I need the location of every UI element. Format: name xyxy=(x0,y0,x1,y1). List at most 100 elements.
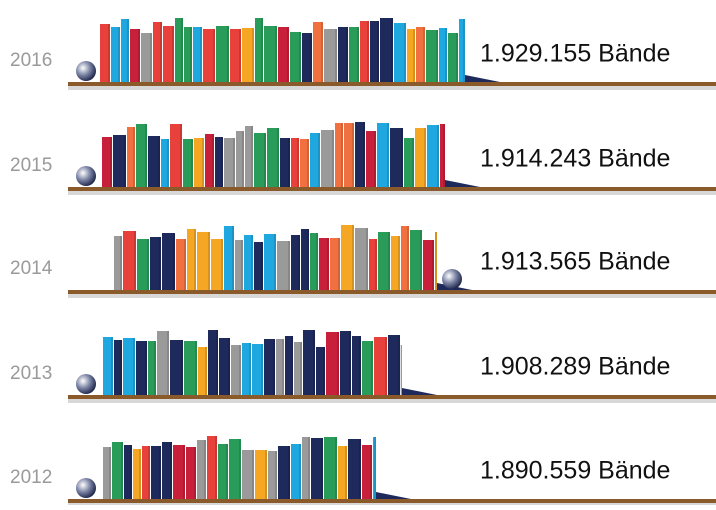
book-shade xyxy=(213,29,215,82)
book-shade xyxy=(160,22,162,82)
book-shade xyxy=(212,134,214,187)
book-shade xyxy=(363,122,365,187)
book-shade xyxy=(181,340,183,395)
book-shade xyxy=(233,138,235,187)
book-shade xyxy=(159,237,161,290)
book-shade xyxy=(401,128,403,187)
book-shade xyxy=(108,24,110,82)
shelf-board xyxy=(68,290,716,294)
book-shade xyxy=(252,28,254,82)
shelf-board xyxy=(68,499,716,503)
book-shade xyxy=(130,445,132,499)
book-shade xyxy=(288,241,290,290)
book-shade xyxy=(200,27,202,82)
book-shade xyxy=(307,229,309,290)
book-shade xyxy=(443,124,445,187)
book-shade xyxy=(388,232,390,290)
book-shade xyxy=(374,437,376,499)
book-shade xyxy=(377,21,379,82)
book-shade xyxy=(265,450,267,499)
ball xyxy=(76,166,96,186)
book-shade xyxy=(436,30,438,82)
book-shade xyxy=(300,342,302,395)
book-shade xyxy=(387,123,389,187)
book-shade xyxy=(385,337,387,395)
book-shade xyxy=(297,138,299,187)
page: {"rows": [ {"year": "2016", "volumes": "… xyxy=(0,0,716,505)
book-shade xyxy=(264,133,266,187)
book-shade xyxy=(241,240,243,290)
book-shade xyxy=(332,130,334,187)
shelf-shadow xyxy=(68,191,716,195)
book-shade xyxy=(261,242,263,290)
volume-label: 1.908.289 Bände xyxy=(480,353,670,381)
book-shade xyxy=(154,341,156,395)
book-shade xyxy=(456,33,458,82)
book-shade xyxy=(275,26,277,82)
book-shade xyxy=(437,125,439,187)
book-shade xyxy=(275,451,277,499)
book-shade xyxy=(391,18,393,82)
book-shade xyxy=(341,123,343,187)
book-shade xyxy=(127,19,129,82)
book-shade xyxy=(202,138,204,187)
year-label: 2012 xyxy=(10,467,52,488)
book-shade xyxy=(407,226,409,290)
book-shade xyxy=(183,445,185,499)
book-shade xyxy=(221,137,223,187)
book-shade xyxy=(277,128,279,187)
book-shadow xyxy=(445,180,480,187)
book-shade xyxy=(345,446,347,499)
shelf-board xyxy=(68,82,716,86)
book-shade xyxy=(190,27,192,82)
book-shade xyxy=(352,225,354,290)
book-shade xyxy=(316,233,318,290)
book-shade xyxy=(375,239,377,290)
book-shade xyxy=(109,447,111,499)
volume-label: 1.914.243 Bände xyxy=(480,145,670,173)
book-shade xyxy=(133,338,135,395)
book-shade xyxy=(366,228,368,290)
book-shade xyxy=(118,27,120,82)
ball xyxy=(76,478,96,498)
book-shade xyxy=(370,445,372,499)
book-shade xyxy=(335,29,337,82)
book-shade xyxy=(167,139,169,187)
book-shade xyxy=(445,28,447,82)
shelf-row: 2016 1.929.155 Bände xyxy=(10,18,716,90)
book-shade xyxy=(313,330,315,395)
book-shade xyxy=(242,131,244,187)
book-shade xyxy=(145,124,147,187)
book-shade xyxy=(205,347,207,395)
book-shade xyxy=(158,136,160,187)
year-label: 2014 xyxy=(10,258,53,279)
book-shade xyxy=(110,137,112,187)
book-shade xyxy=(412,138,414,187)
book-shade xyxy=(204,440,206,499)
book-shade xyxy=(404,23,406,82)
shelf-row: 20151.914.243 Bände xyxy=(10,122,716,195)
book-shade xyxy=(359,439,361,499)
book-shade xyxy=(307,139,309,187)
volume-label: 1.929.155 Bände xyxy=(480,40,670,68)
book-shade xyxy=(261,18,263,82)
book-shade xyxy=(298,235,300,290)
book-shade xyxy=(357,27,359,82)
book-shade xyxy=(424,128,426,187)
book-shade xyxy=(463,19,465,82)
year-label: 2016 xyxy=(10,50,52,71)
book-shadow xyxy=(376,492,411,499)
book-shade xyxy=(120,340,122,395)
book-shade xyxy=(299,444,301,499)
infographic: 2016 1.929.155 Bände 20151.914.243 Bände 20… xyxy=(0,0,716,505)
ball xyxy=(442,269,462,289)
shelf-board xyxy=(68,187,716,191)
book-shade xyxy=(432,240,434,290)
book-shadow xyxy=(465,75,500,82)
book-shade xyxy=(195,341,197,395)
book-shade xyxy=(172,26,174,82)
book-shade xyxy=(323,347,325,395)
book-shade xyxy=(181,18,183,82)
book-shade xyxy=(291,336,293,395)
book-shade xyxy=(252,450,254,499)
